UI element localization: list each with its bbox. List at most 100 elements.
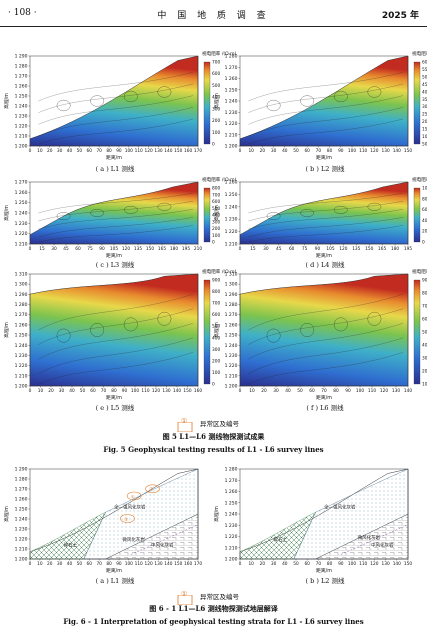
resistivity-section [29, 55, 199, 147]
y-tick-label: 1 250 [225, 500, 238, 506]
y-tick-label: 1 220 [15, 363, 28, 369]
colorbar-tick-label: 200 [422, 229, 427, 235]
x-tick-label: 30 [263, 246, 269, 252]
x-tick-label: 70 [316, 561, 322, 567]
x-tick-label: 150 [404, 561, 412, 567]
x-tick-label: 195 [182, 246, 190, 252]
y-tick-label: 1 270 [225, 312, 238, 318]
contour-line [38, 118, 193, 145]
y-tick-label: 1 300 [225, 282, 238, 288]
colorbar-tick-label: 100 [422, 134, 427, 140]
x-tick-label: 50 [297, 388, 303, 394]
x-tick-label: 100 [348, 148, 356, 154]
contour-line [248, 95, 403, 125]
y-tick-label: 1 220 [15, 124, 28, 130]
y-tick-label: 1 310 [225, 272, 238, 278]
x-tick-label: 170 [194, 148, 202, 154]
x-tick-label: 0 [29, 246, 32, 252]
plot-frame [239, 181, 409, 245]
y-tick-label: 1 220 [15, 231, 28, 237]
x-axis-label: 距离/m [316, 154, 332, 161]
x-tick-label: 30 [57, 148, 63, 154]
contour-line [248, 225, 403, 243]
colorbar-tick-label: 200 [212, 226, 220, 232]
interface-line [340, 524, 409, 555]
x-tick-label: 15 [250, 246, 256, 252]
x-tick-label: 70 [96, 148, 102, 154]
y-tick-label: 1 240 [15, 517, 28, 523]
x-tick-label: 0 [239, 561, 242, 567]
stratum-label: ③ [124, 517, 128, 523]
x-tick-label: 130 [154, 561, 162, 567]
x-tick-label: 100 [125, 148, 133, 154]
stratum-label: 碎石土 [64, 541, 78, 548]
anomaly-zone [145, 484, 160, 494]
contour-line [248, 209, 403, 230]
y-tick-label: 1 250 [225, 87, 238, 93]
x-tick-label: 40 [67, 561, 73, 567]
x-tick-label: 120 [370, 561, 378, 567]
colorbar-tick-label: 700 [212, 60, 220, 66]
colorbar [203, 279, 211, 385]
x-tick-label: 180 [170, 246, 178, 252]
x-tick-label: 10 [248, 148, 254, 154]
colorbar-title: 视电阻率 /(Ω·m) [412, 268, 427, 275]
y-axis-label: 高程/m [213, 322, 220, 338]
x-tick-label: 90 [99, 246, 105, 252]
x-tick-label: 110 [141, 388, 149, 394]
contour-line [248, 323, 404, 360]
x-tick-label: 0 [29, 561, 32, 567]
y-tick-label: 1 280 [225, 302, 238, 308]
contour-loop [56, 328, 71, 343]
contour-loop [367, 311, 382, 326]
stratum-label: ② [149, 487, 153, 493]
x-tick-label: 75 [302, 246, 308, 252]
y-tick-label: 1 260 [225, 180, 238, 186]
y-tick-label: 1 200 [225, 557, 238, 563]
y-tick-label: 1 230 [225, 523, 238, 529]
x-tick-label: 160 [194, 388, 202, 394]
colorbar-tick-label: 700 [422, 304, 427, 310]
y-axis-label: 高程/m [3, 322, 10, 338]
colorbar [413, 187, 421, 243]
contour-loop [90, 323, 105, 337]
contour-line [38, 308, 194, 345]
colorbar-tick-label: 100 [212, 233, 220, 239]
x-tick-label: 0 [29, 388, 32, 394]
colorbar-tick-label: 250 [422, 112, 427, 118]
y-tick-label: 1 280 [225, 54, 238, 60]
x-tick-label: 150 [365, 246, 373, 252]
colorbar-tick-label: 0 [212, 382, 215, 388]
contour-loop [266, 328, 281, 343]
y-tick-label: 1 250 [15, 507, 28, 513]
fig6-panel-a: ① ② ③ 全—强风化灰岩 碎石土 微风化灰岩 中风化灰岩 1 290 1 280 1 270 1 … [3, 465, 204, 579]
colorbar-tick-label: 900 [212, 278, 220, 284]
colorbar-tick-label: 100 [422, 382, 427, 388]
colorbar-tick-label: 550 [422, 67, 427, 73]
fig5-c-caption: ( c ) L3 测线 [95, 261, 135, 269]
y-axis-label: 高程/m [3, 205, 10, 221]
colorbar-tick-label: 600 [212, 199, 220, 205]
x-tick-label: 60 [309, 388, 315, 394]
y-tick-label: 1 260 [15, 84, 28, 90]
x-axis-label: 距离/m [106, 252, 122, 259]
x-tick-label: 40 [67, 148, 73, 154]
y-tick-label: 1 260 [225, 322, 238, 328]
y-tick-label: 1 290 [15, 467, 28, 473]
contour-line [248, 352, 404, 385]
y-tick-label: 1 230 [225, 353, 238, 359]
contour-loop [56, 99, 71, 112]
y-axis-label: 高程/m [213, 93, 220, 109]
x-tick-label: 140 [173, 388, 181, 394]
x-tick-label: 45 [63, 246, 69, 252]
x-tick-label: 60 [90, 388, 96, 394]
y-tick-label: 1 230 [15, 221, 28, 227]
x-tick-label: 30 [271, 148, 277, 154]
x-tick-label: 60 [87, 561, 93, 567]
x-tick-label: 120 [370, 148, 378, 154]
contour-line [248, 337, 404, 374]
x-tick-label: 90 [122, 388, 128, 394]
x-tick-label: 170 [194, 561, 202, 567]
